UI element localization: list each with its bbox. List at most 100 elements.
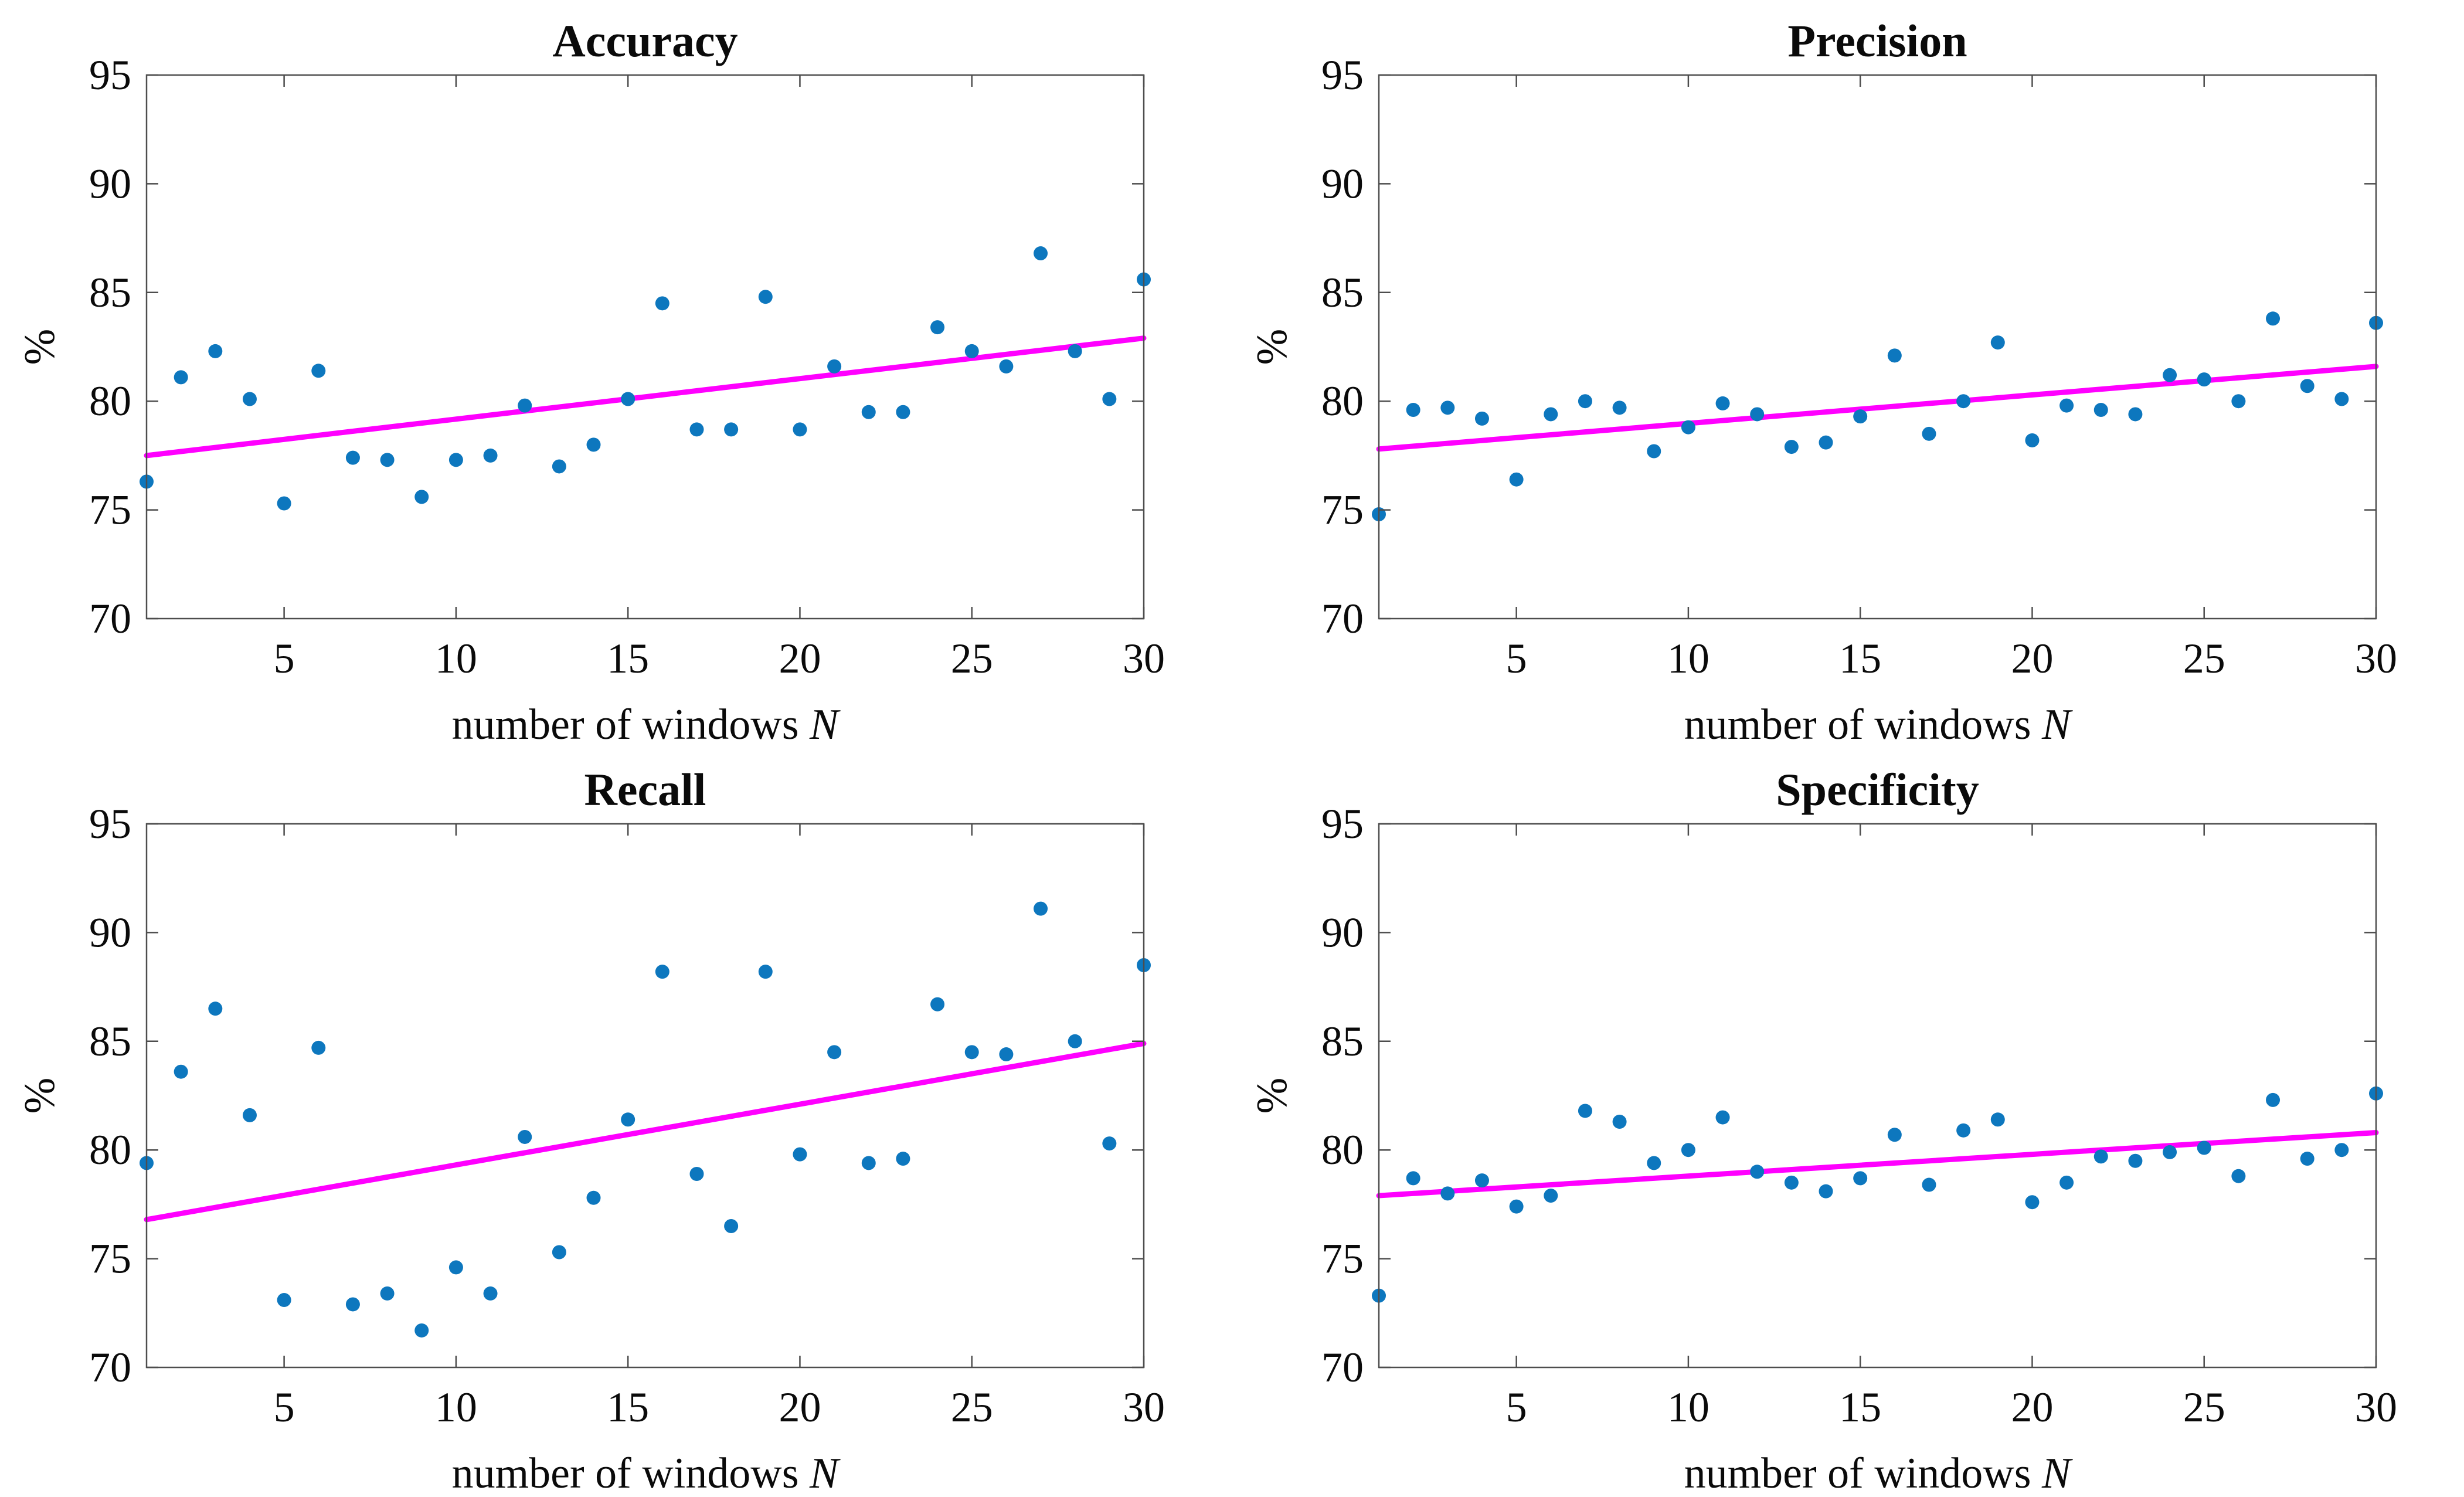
y-tick-label: 70 — [89, 595, 131, 642]
y-tick-label: 95 — [89, 52, 131, 99]
x-tick-label: 25 — [951, 1384, 993, 1431]
x-tick-label: 20 — [2011, 1384, 2053, 1431]
y-tick-label: 80 — [89, 378, 131, 425]
plot-box — [1378, 823, 2377, 1368]
chart-title: Precision — [1787, 15, 1967, 66]
y-tick-label: 85 — [89, 1017, 131, 1064]
data-point — [414, 490, 429, 504]
plot-box — [145, 74, 1145, 620]
data-point — [896, 1151, 910, 1166]
y-tick-label: 90 — [1321, 160, 1364, 207]
data-point — [414, 1323, 429, 1338]
data-point — [1440, 1186, 1454, 1200]
data-point — [2265, 1092, 2280, 1107]
data-point — [518, 1129, 532, 1144]
data-point — [1034, 901, 1048, 916]
data-point — [586, 1190, 601, 1205]
data-point — [1646, 444, 1661, 459]
data-point — [1509, 472, 1524, 487]
data-point — [2093, 1149, 2108, 1163]
data-point — [448, 453, 463, 467]
x-tick-label: 10 — [1667, 635, 1709, 682]
x-tick-label: 30 — [1123, 635, 1165, 682]
data-point — [1406, 1170, 1420, 1185]
data-point — [758, 290, 773, 304]
data-point — [1956, 394, 1970, 409]
chart-title: Recall — [584, 764, 706, 815]
data-point — [1612, 400, 1627, 415]
x-tick-label: 25 — [2183, 635, 2225, 682]
x-axis-label: number of windows N — [1684, 701, 2072, 748]
data-point — [793, 1147, 807, 1162]
y-tick-label: 95 — [1321, 800, 1364, 847]
data-point — [689, 422, 704, 437]
x-tick-label: 15 — [1839, 635, 1881, 682]
x-tick-label: 5 — [1505, 1384, 1527, 1431]
y-tick-label: 85 — [89, 269, 131, 316]
specificity-chart: Specificity 5 10 15 20 25 30 70 75 80 85 90 95 number… — [1248, 764, 2397, 1497]
data-point — [1853, 1170, 1867, 1185]
x-tick-label: 25 — [951, 635, 993, 682]
data-point — [964, 1044, 979, 1059]
x-tick-label: 15 — [1839, 1384, 1881, 1431]
data-point — [277, 496, 291, 511]
data-point — [724, 422, 739, 437]
data-point — [1921, 426, 1936, 441]
data-point — [1612, 1114, 1627, 1129]
data-point — [1034, 246, 1048, 261]
data-point — [655, 296, 669, 311]
data-point — [483, 448, 498, 463]
y-tick-label: 75 — [1321, 487, 1364, 534]
data-point — [1509, 1199, 1524, 1214]
data-point — [380, 1286, 395, 1301]
data-point — [277, 1292, 291, 1307]
data-point — [552, 459, 566, 474]
data-point — [586, 437, 601, 452]
data-point — [861, 1155, 876, 1170]
fit-line — [144, 1040, 1147, 1222]
data-point — [1068, 1034, 1082, 1048]
x-axis-label: number of windows N — [452, 701, 841, 748]
x-axis-label: number of windows N — [452, 1450, 841, 1497]
x-tick-label: 30 — [2355, 1384, 2397, 1431]
y-tick-label: 85 — [1321, 1017, 1364, 1064]
data-point — [1681, 420, 1695, 434]
data-point — [1543, 1188, 1558, 1203]
fit-line — [1376, 364, 2378, 452]
x-axis-label: number of windows N — [1684, 1450, 2072, 1497]
recall-chart: Recall 5 10 15 20 25 30 70 75 80 85 90 95 number of w… — [16, 764, 1165, 1497]
data-point — [2265, 311, 2280, 326]
data-point — [345, 450, 360, 465]
data-point — [2197, 1140, 2211, 1155]
y-tick-label: 90 — [1321, 909, 1364, 956]
y-axis-label: % — [1248, 329, 1296, 365]
data-point — [1646, 1155, 1661, 1170]
data-point — [2127, 407, 2142, 422]
plot-box — [1378, 74, 2377, 620]
data-point — [827, 359, 842, 374]
data-point — [448, 1260, 463, 1274]
x-tick-label: 5 — [274, 1384, 295, 1431]
data-point — [1715, 1110, 1730, 1125]
x-tick-label: 15 — [607, 1384, 649, 1431]
x-tick-label: 25 — [2183, 1384, 2225, 1431]
accuracy-subplot: Accuracy 5 10 15 20 25 30 70 75 80 85 90 95 number of… — [0, 0, 1232, 748]
data-point — [174, 1064, 188, 1079]
chart-title: Accuracy — [552, 15, 737, 66]
y-axis-label: % — [16, 329, 64, 365]
data-point — [1853, 409, 1867, 424]
data-point — [2334, 1142, 2349, 1157]
data-point — [2024, 433, 2039, 447]
data-point — [2162, 368, 2177, 382]
data-point — [208, 1001, 223, 1016]
precision-chart: Precision 5 10 15 20 25 30 70 75 80 85 90 95 number o… — [1248, 15, 2397, 748]
x-tick-label: 20 — [2011, 635, 2053, 682]
y-tick-label: 70 — [89, 1344, 131, 1391]
data-point — [1578, 394, 1592, 409]
data-point — [1578, 1103, 1592, 1118]
x-tick-label: 10 — [435, 1384, 477, 1431]
y-tick-label: 70 — [1321, 595, 1364, 642]
y-tick-label: 75 — [89, 1235, 131, 1282]
data-point — [345, 1296, 360, 1311]
